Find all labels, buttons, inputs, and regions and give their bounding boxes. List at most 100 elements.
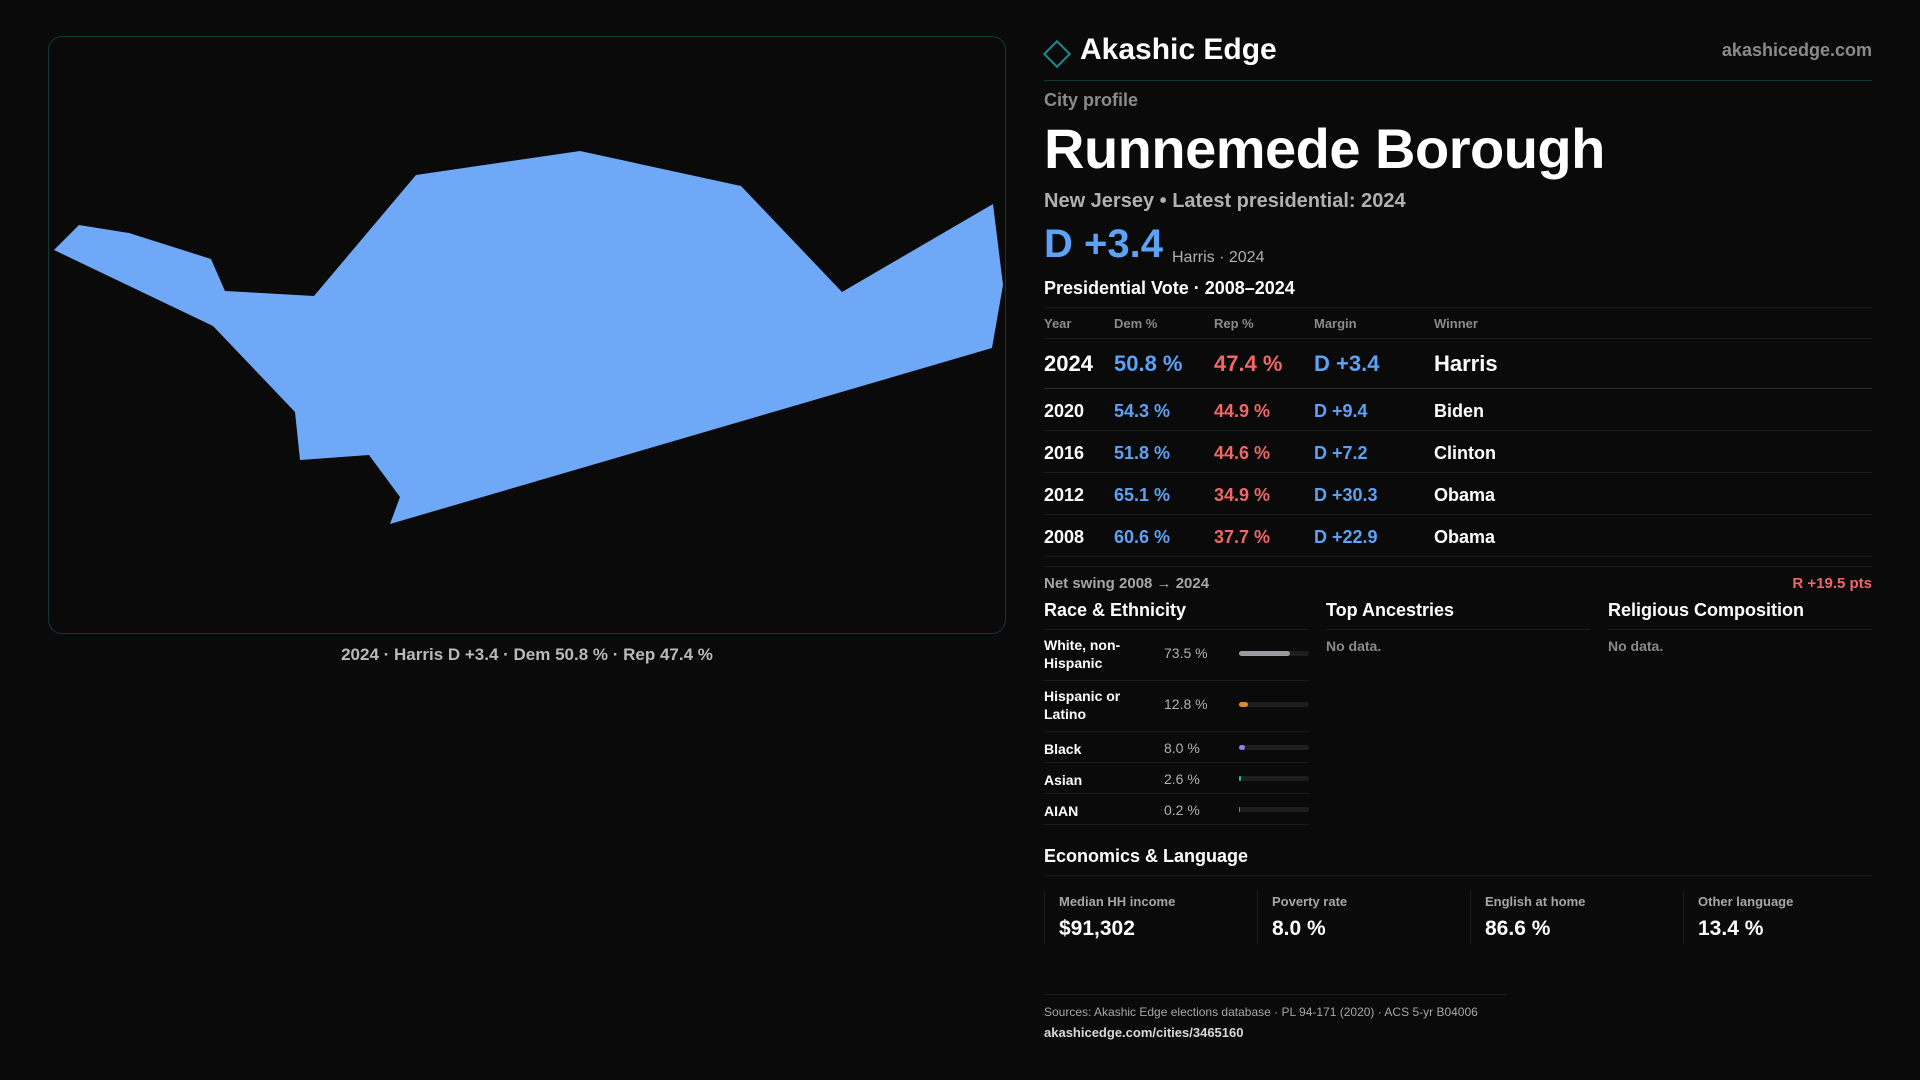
row-year: 2008 (1044, 527, 1085, 547)
row-dem: 51.8 % (1114, 443, 1171, 463)
table-row: 2012 65.1 % 34.9 % D +30.3 Obama (1044, 473, 1872, 515)
religion-title: Religious Composition (1608, 600, 1872, 630)
footer-sources: Sources: Akashic Edge elections database… (1044, 1005, 1478, 1019)
net-swing-label: Net swing 2008 → 2024 (1044, 575, 1210, 592)
ancestries-empty: No data. (1326, 638, 1382, 654)
brand-name[interactable]: Akashic Edge (1080, 33, 1277, 66)
row-margin: D +3.4 (1314, 351, 1380, 376)
page-title: Runnemede Borough (1044, 117, 1605, 180)
race-bar-track (1239, 776, 1309, 781)
race-percent: 12.8 % (1164, 696, 1208, 712)
race-section-title: Race & Ethnicity (1044, 600, 1309, 630)
table-row: 2020 54.3 % 44.9 % D +9.4 Biden (1044, 389, 1872, 431)
stat-label: Other language (1698, 894, 1794, 909)
header-winner: Winner (1434, 316, 1478, 331)
stat-median-income: Median HH income $91,302 (1044, 890, 1242, 944)
race-label: Hispanic or Latino (1044, 688, 1121, 722)
header-margin: Margin (1314, 316, 1357, 331)
race-percent: 0.2 % (1164, 802, 1200, 818)
stat-other-language: Other language 13.4 % (1683, 890, 1881, 944)
stat-label: Median HH income (1059, 894, 1176, 909)
row-margin: D +22.9 (1314, 527, 1378, 547)
stat-english-at-home: English at home 86.6 % (1470, 890, 1668, 944)
race-percent: 8.0 % (1164, 740, 1200, 756)
race-bar-fill (1239, 776, 1241, 781)
map-panel (48, 36, 1006, 634)
row-year: 2020 (1044, 401, 1085, 421)
vote-section-title: Presidential Vote · 2008–2024 (1044, 278, 1295, 298)
race-bar-track (1239, 702, 1309, 707)
religion-empty: No data. (1608, 638, 1664, 654)
vote-table: Year Dem % Rep % Margin Winner 2024 50.8… (1044, 307, 1872, 557)
stat-value: 13.4 % (1698, 917, 1764, 940)
row-margin: D +30.3 (1314, 485, 1378, 505)
map-caption: 2024 · Harris D +3.4 · Dem 50.8 % · Rep … (341, 645, 713, 664)
race-bar-fill (1239, 651, 1291, 656)
row-dem: 54.3 % (1114, 401, 1171, 421)
site-link[interactable]: akashicedge.com (1721, 40, 1872, 60)
table-row: 2016 51.8 % 44.6 % D +7.2 Clinton (1044, 431, 1872, 473)
stat-label: English at home (1485, 894, 1586, 909)
table-row: 2008 60.6 % 37.7 % D +22.9 Obama (1044, 515, 1872, 557)
religion-section: Religious Composition No data. (1608, 600, 1872, 654)
race-row: Black 8.0 % (1044, 732, 1309, 763)
page-eyebrow: City profile (1044, 90, 1139, 110)
row-rep: 44.6 % (1214, 443, 1271, 463)
row-winner: Obama (1434, 527, 1496, 547)
footer-url[interactable]: akashicedge.com/cities/3465160 (1044, 1025, 1244, 1040)
row-winner: Obama (1434, 485, 1496, 505)
economics-section-title: Economics & Language (1044, 846, 1872, 876)
ancestries-title: Top Ancestries (1326, 600, 1591, 630)
row-margin: D +9.4 (1314, 401, 1368, 421)
row-winner: Biden (1434, 401, 1485, 421)
stat-value: 8.0 % (1272, 917, 1326, 940)
net-swing-row: Net swing 2008 → 2024 R +19.5 pts (1044, 566, 1872, 597)
diamond-logo-icon (1042, 39, 1072, 69)
brand-bar: Akashic Edge akashicedge.com (1042, 30, 1872, 81)
race-label: Asian (1044, 772, 1083, 788)
race-bar-track (1239, 651, 1309, 656)
page-subtitle: New Jersey • Latest presidential: 2024 (1044, 190, 1406, 212)
row-rep: 44.9 % (1214, 401, 1271, 421)
stat-poverty-rate: Poverty rate 8.0 % (1257, 890, 1455, 944)
header-dem: Dem % (1114, 316, 1158, 331)
stat-value: $91,302 (1059, 917, 1135, 940)
row-rep: 47.4 % (1214, 351, 1283, 376)
row-year: 2024 (1044, 351, 1093, 376)
row-year: 2012 (1044, 485, 1085, 505)
header-rep: Rep % (1214, 316, 1254, 331)
row-year: 2016 (1044, 443, 1085, 463)
stat-label: Poverty rate (1272, 894, 1348, 909)
city-boundary-map (54, 151, 1003, 524)
latest-winner: Harris · 2024 (1172, 249, 1265, 266)
row-rep: 34.9 % (1214, 485, 1271, 505)
table-header-row: Year Dem % Rep % Margin Winner (1044, 308, 1872, 339)
latest-margin: D +3.4 (1044, 222, 1163, 266)
table-row: 2024 50.8 % 47.4 % D +3.4 Harris (1044, 339, 1872, 389)
race-bar-track (1239, 807, 1309, 812)
race-ethnicity-section: Race & Ethnicity White, non-Hispanic 73.… (1044, 600, 1309, 825)
stat-value: 86.6 % (1485, 917, 1551, 940)
race-row: Hispanic or Latino 12.8 % (1044, 681, 1309, 732)
row-winner: Clinton (1434, 443, 1496, 463)
ancestries-section: Top Ancestries No data. (1326, 600, 1591, 654)
row-rep: 37.7 % (1214, 527, 1271, 547)
race-percent: 2.6 % (1164, 771, 1200, 787)
header-year: Year (1044, 316, 1072, 331)
race-bar-fill (1239, 702, 1248, 707)
race-label: Black (1044, 741, 1082, 757)
race-row: AIAN 0.2 % (1044, 794, 1309, 825)
race-percent: 73.5 % (1164, 645, 1208, 661)
race-bar-track (1239, 745, 1309, 750)
city-boundary-shape[interactable] (54, 151, 1003, 524)
race-bar-fill (1239, 807, 1241, 812)
row-margin: D +7.2 (1314, 443, 1368, 463)
row-winner: Harris (1434, 351, 1498, 376)
race-row: Asian 2.6 % (1044, 763, 1309, 794)
row-dem: 65.1 % (1114, 485, 1171, 505)
race-label: AIAN (1044, 803, 1079, 819)
race-bar-fill (1239, 745, 1245, 750)
race-row: White, non-Hispanic 73.5 % (1044, 630, 1309, 681)
net-swing-value: R +19.5 pts (1792, 575, 1872, 592)
row-dem: 60.6 % (1114, 527, 1171, 547)
